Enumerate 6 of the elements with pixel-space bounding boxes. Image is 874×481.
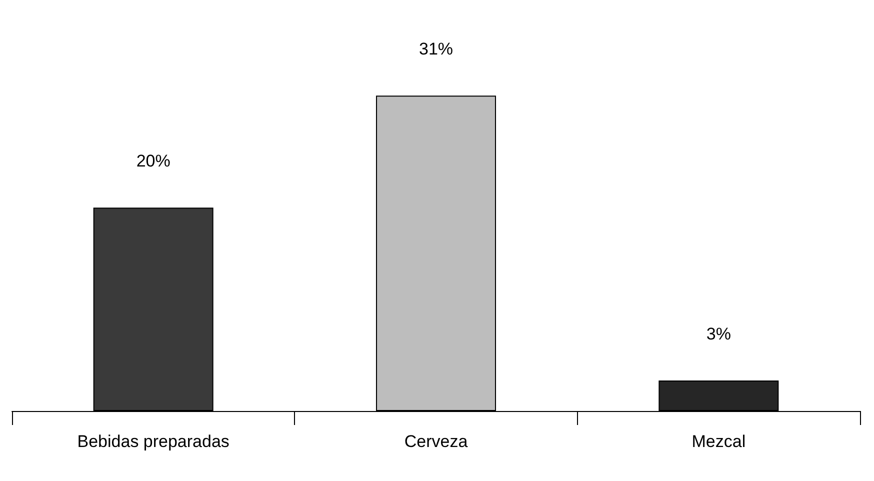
x-tick-label: Bebidas preparadas: [77, 432, 230, 451]
data-label: 3%: [706, 324, 731, 344]
x-tick-label: Mezcal: [692, 432, 746, 451]
data-label: 31%: [418, 40, 454, 59]
data-label: 20%: [136, 152, 170, 171]
x-tick-label: Cerveza: [404, 432, 468, 451]
